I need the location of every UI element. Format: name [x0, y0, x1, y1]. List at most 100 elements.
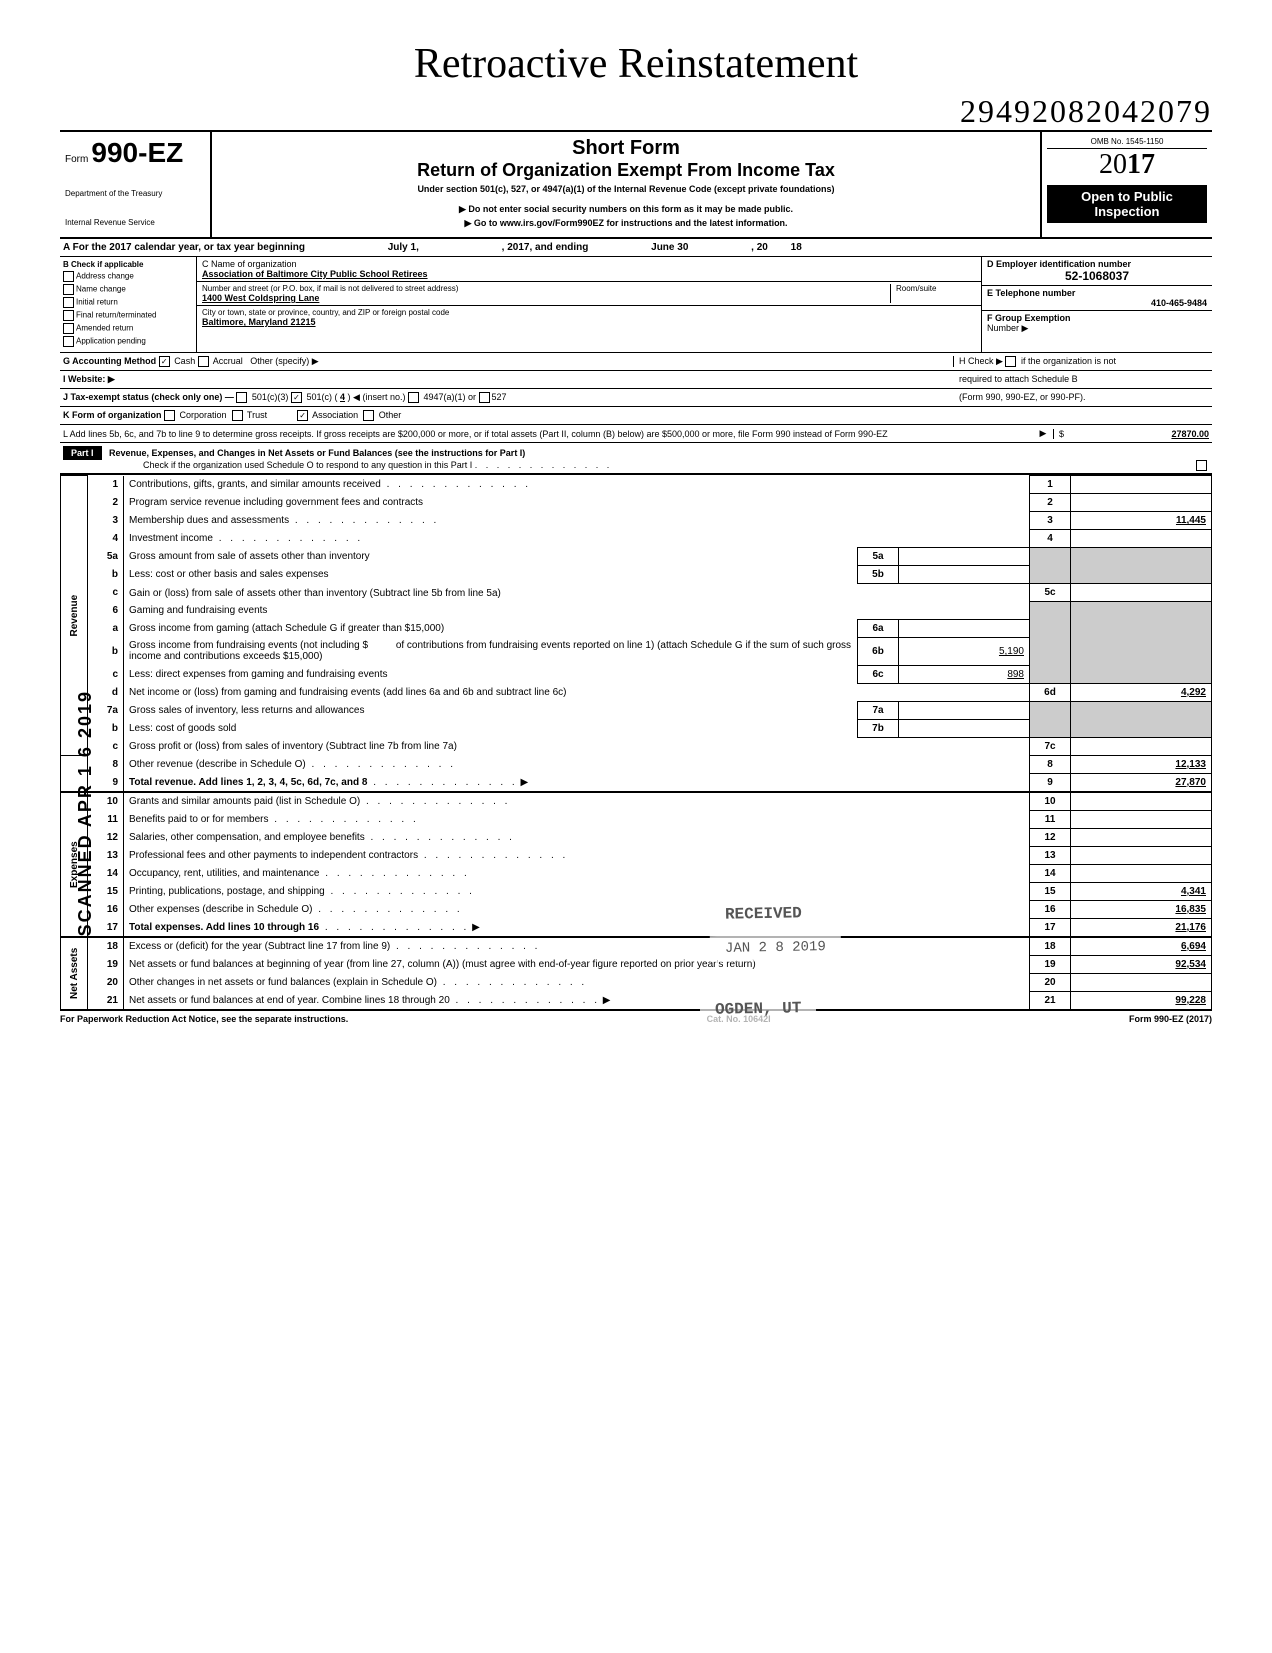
form-number: 990-EZ [91, 137, 183, 168]
l-dollar: $ [1059, 429, 1064, 439]
stamp-received: RECEIVED [710, 899, 817, 929]
stamp-ogden: OGDEN, UT [700, 994, 817, 1024]
val-15: 4,341 [1071, 882, 1212, 900]
val-7c [1071, 737, 1212, 755]
year-prefix: 20 [1099, 149, 1127, 180]
mval-6b: 5,190 [899, 637, 1030, 665]
line-num: 21 [88, 991, 124, 1010]
checkbox-cash[interactable]: ✓ [159, 356, 170, 367]
part1-badge: Part I [63, 446, 102, 460]
checkbox-corp[interactable] [164, 410, 175, 421]
checkbox-501c3[interactable] [236, 392, 247, 403]
line-7b: Less: cost of goods sold [129, 723, 236, 734]
val-2 [1071, 494, 1212, 512]
val-18: 6,694 [1071, 937, 1212, 956]
check-address: Address change [76, 272, 134, 281]
line-6d: Net income or (loss) from gaming and fun… [129, 687, 566, 698]
inspection: Inspection [1051, 204, 1203, 219]
val-14 [1071, 864, 1212, 882]
check-name: Name change [76, 285, 126, 294]
corp-label: Corporation [180, 410, 227, 420]
subtitle-2: ▶ Do not enter social security numbers o… [222, 204, 1030, 215]
rnum: 19 [1030, 955, 1071, 973]
year-suffix: 17 [1127, 149, 1155, 180]
checkbox-other[interactable] [363, 410, 374, 421]
line-21: Net assets or fund balances at end of ye… [129, 995, 450, 1006]
line-num: 2 [88, 494, 124, 512]
opt-501c: 501(c) ( [306, 392, 337, 402]
checkbox-h[interactable] [1005, 356, 1016, 367]
val-12 [1071, 828, 1212, 846]
val-13 [1071, 846, 1212, 864]
check-initial: Initial return [76, 298, 118, 307]
rnum: 6d [1030, 683, 1071, 701]
checkbox-amended[interactable] [63, 323, 74, 334]
mnum: 6b [858, 637, 899, 665]
rnum: 17 [1030, 918, 1071, 937]
line-num: 4 [88, 530, 124, 548]
line-num: b [88, 637, 124, 665]
section-i-label: I Website: ▶ [63, 374, 115, 384]
opt-501c3: 501(c)(3) [252, 392, 289, 402]
rnum: 3 [1030, 512, 1071, 530]
dept-treasury: Department of the Treasury [65, 189, 205, 198]
city-state-zip: Baltimore, Maryland 21215 [202, 317, 976, 327]
period-begin: July 1, [388, 242, 419, 253]
checkbox-initial[interactable] [63, 297, 74, 308]
part1-title: Revenue, Expenses, and Changes in Net As… [109, 448, 525, 458]
line-5b: Less: cost or other basis and sales expe… [129, 569, 329, 580]
checkbox-part1[interactable] [1196, 460, 1207, 471]
line-num: 5a [88, 548, 124, 566]
checkbox-address[interactable] [63, 271, 74, 282]
checkbox-501c[interactable]: ✓ [291, 392, 302, 403]
opt-501c-b: ) ◀ (insert no.) [348, 392, 406, 402]
mval-5b [899, 566, 1030, 584]
mnum: 6a [858, 619, 899, 637]
mnum: 7b [858, 719, 899, 737]
val-1 [1071, 476, 1212, 494]
mval-7a [899, 701, 1030, 719]
checkbox-accrual[interactable] [198, 356, 209, 367]
form-prefix: Form [65, 154, 88, 165]
: Number and street (or P.O. box, if mail … [202, 284, 890, 293]
line-8: Other revenue (describe in Schedule O) [129, 759, 306, 770]
org-name: Association of Baltimore City Public Sch… [202, 269, 976, 279]
line-6c: Less: direct expenses from gaming and fu… [129, 669, 387, 680]
rnum: 18 [1030, 937, 1071, 956]
val-3: 11,445 [1071, 512, 1212, 530]
checkbox-pending[interactable] [63, 336, 74, 347]
val-21: 99,228 [1071, 991, 1212, 1010]
sidebar-netassets: Net Assets [61, 937, 88, 1010]
checkbox-527[interactable] [479, 392, 490, 403]
short-form-label: Short Form [222, 137, 1030, 160]
other-label: Other (specify) ▶ [250, 356, 318, 366]
rnum: 1 [1030, 476, 1071, 494]
footer-left: For Paperwork Reduction Act Notice, see … [60, 1014, 348, 1024]
line-num: 6 [88, 602, 124, 620]
val-11 [1071, 810, 1212, 828]
other-k-label: Other [379, 410, 402, 420]
checkbox-final[interactable] [63, 310, 74, 321]
section-f-label2: Number ▶ [987, 323, 1028, 333]
val-6d: 4,292 [1071, 683, 1212, 701]
line-15: Printing, publications, postage, and shi… [129, 886, 325, 897]
checkbox-trust[interactable] [232, 410, 243, 421]
val-4 [1071, 530, 1212, 548]
checkbox-4947[interactable] [408, 392, 419, 403]
line-9: Total revenue. Add lines 1, 2, 3, 4, 5c,… [129, 777, 367, 788]
opt-4947: 4947(a)(1) or [424, 392, 477, 402]
val-5c [1071, 584, 1212, 602]
checkbox-name[interactable] [63, 284, 74, 295]
line-6a: Gross income from gaming (attach Schedul… [129, 623, 444, 634]
checkbox-assoc[interactable]: ✓ [297, 410, 308, 421]
val-16: 16,835 [1071, 900, 1212, 918]
check-pending: Application pending [76, 337, 146, 346]
room-label: Room/suite [890, 284, 976, 303]
ein-value: 52-1068037 [987, 269, 1207, 283]
assoc-label: Association [312, 410, 358, 420]
period-label: A For the 2017 calendar year, or tax yea… [63, 242, 305, 253]
line-6: Gaming and fundraising events [129, 605, 267, 616]
rnum: 11 [1030, 810, 1071, 828]
footer-right: Form 990-EZ (2017) [1129, 1014, 1212, 1024]
stamp-date: JAN 2 8 2019 [710, 934, 841, 962]
